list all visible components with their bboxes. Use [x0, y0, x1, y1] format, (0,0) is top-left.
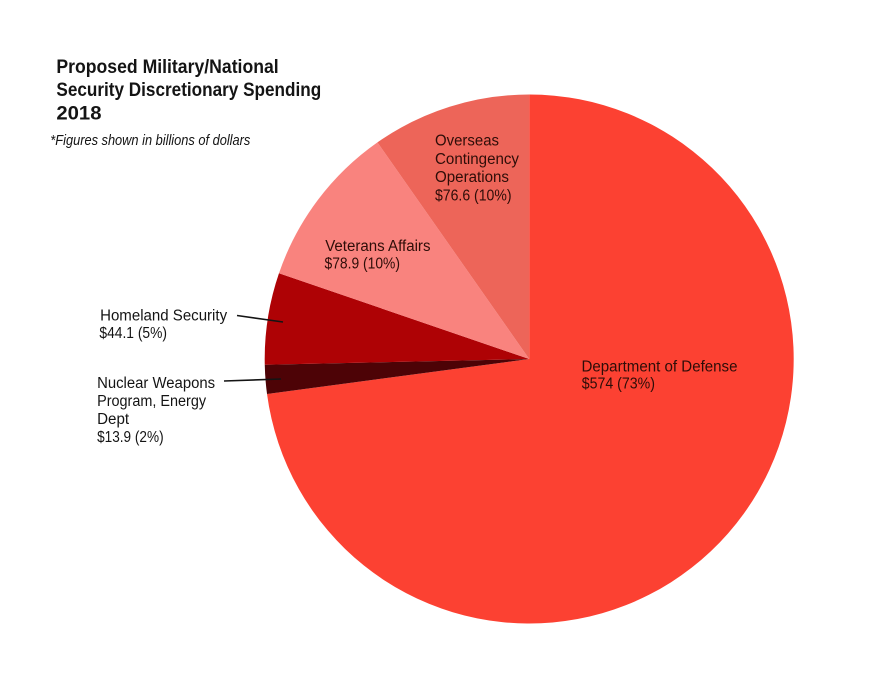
svg-text:Security Discretionary Spendin: Security Discretionary Spending [56, 79, 321, 101]
svg-text:Operations: Operations [435, 169, 509, 186]
svg-text:Program, Energy: Program, Energy [97, 393, 206, 410]
svg-text:$44.1 (5%): $44.1 (5%) [99, 325, 167, 342]
svg-text:$78.9 (10%): $78.9 (10%) [325, 256, 401, 273]
svg-text:Department of Defense: Department of Defense [582, 359, 738, 376]
svg-text:Overseas: Overseas [435, 133, 499, 150]
svg-text:$76.6 (10%): $76.6 (10%) [435, 188, 512, 205]
svg-text:*Figures shown in billions of: *Figures shown in billions of dollars [50, 132, 250, 149]
svg-text:Contingency: Contingency [435, 151, 519, 168]
svg-text:$13.9 (2%): $13.9 (2%) [97, 429, 164, 446]
svg-text:Homeland Security: Homeland Security [100, 307, 227, 324]
svg-text:Nuclear Weapons: Nuclear Weapons [97, 375, 215, 392]
svg-text:2018: 2018 [56, 102, 101, 124]
svg-text:$574 (73%): $574 (73%) [582, 376, 655, 393]
svg-text:Proposed Military/National: Proposed Military/National [56, 56, 278, 78]
svg-text:Dept: Dept [97, 411, 130, 428]
svg-text:Veterans Affairs: Veterans Affairs [325, 238, 431, 255]
